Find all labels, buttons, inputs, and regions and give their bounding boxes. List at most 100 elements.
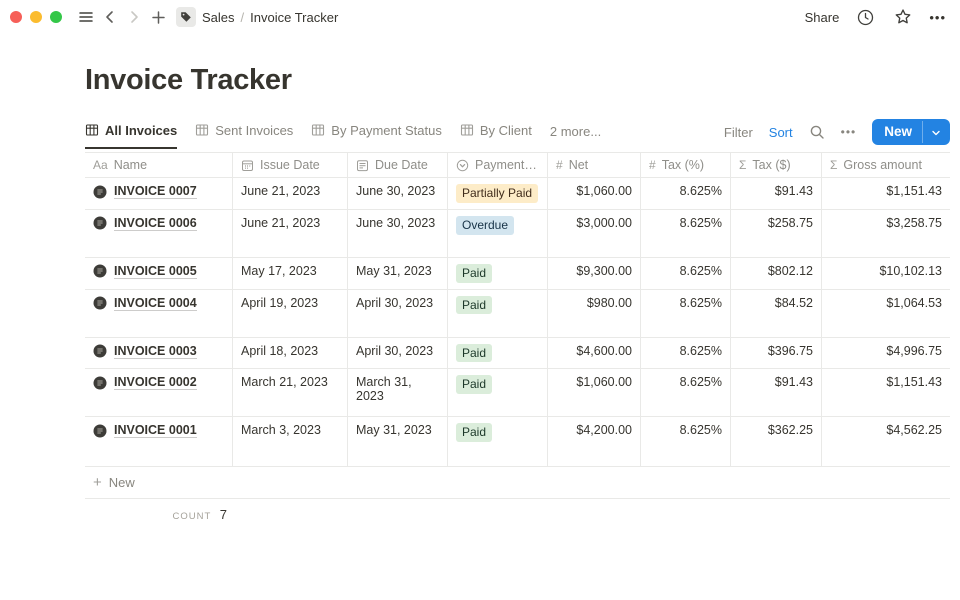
status-badge[interactable]: Paid	[456, 295, 493, 315]
page-title[interactable]: Invoice Tracker	[85, 64, 292, 96]
share-button[interactable]: Share	[804, 9, 840, 25]
tax-usd-cell[interactable]: $258.75	[731, 209, 822, 257]
tax-pct-cell[interactable]: 8.625%	[641, 257, 731, 289]
minimize-window-button[interactable]	[30, 11, 42, 23]
close-window-button[interactable]	[10, 11, 22, 23]
column-header-net[interactable]: # Net	[548, 153, 641, 177]
gross-amount-cell[interactable]: $1,151.43	[886, 184, 942, 198]
status-badge[interactable]: Paid	[456, 375, 493, 395]
invoice-name-cell[interactable]: INVOICE 0002	[85, 369, 233, 417]
sort-button[interactable]: Sort	[768, 124, 793, 140]
tax-usd-cell[interactable]: $802.12	[731, 257, 822, 289]
tax-pct-cell[interactable]: 8.625%	[641, 209, 731, 257]
due-date-cell[interactable]: May 31, 2023	[348, 257, 448, 289]
tab-sent-invoices[interactable]: Sent Invoices	[195, 123, 293, 149]
gross-amount-cell[interactable]: $4,562.25	[886, 423, 942, 438]
invoice-name-cell[interactable]: INVOICE 0007	[85, 178, 233, 209]
tax-usd-cell[interactable]: $84.52	[731, 289, 822, 337]
gross-amount-cell[interactable]: $4,996.75	[886, 343, 942, 358]
due-date-cell[interactable]: May 31, 2023	[348, 417, 448, 467]
breadcrumb-workspace[interactable]: Sales	[202, 9, 235, 25]
filter-button[interactable]: Filter	[723, 124, 753, 140]
issue-date-cell[interactable]: April 19, 2023	[233, 289, 348, 337]
table-row: INVOICE 0001 March 3, 2023 May 31, 2023 …	[85, 417, 950, 468]
new-button[interactable]: New	[872, 119, 950, 145]
tax-usd-cell[interactable]: $91.43	[731, 369, 822, 417]
net-cell[interactable]: $980.00	[548, 289, 641, 337]
payment-status-cell[interactable]: Paid	[448, 369, 548, 417]
invoice-name-cell[interactable]: INVOICE 0005	[85, 257, 233, 289]
net-cell[interactable]: $3,000.00	[548, 209, 641, 257]
clock-icon[interactable]	[853, 5, 877, 29]
add-row-button[interactable]: + New	[85, 467, 950, 500]
tab-all-invoices[interactable]: All Invoices	[85, 123, 178, 149]
more-tabs-button[interactable]: 2 more...	[549, 123, 602, 139]
payment-status-cell[interactable]: Overdue	[448, 209, 548, 257]
gross-amount-cell[interactable]: $1,151.43	[886, 375, 942, 390]
column-header-payment-status[interactable]: Payment Status	[448, 153, 548, 177]
column-header-tax-usd[interactable]: Σ Tax ($)	[731, 153, 822, 177]
view-options-icon[interactable]: •••	[840, 125, 857, 139]
column-header-issue-date[interactable]: Issue Date	[233, 153, 348, 177]
invoice-name-cell[interactable]: INVOICE 0004	[85, 289, 233, 337]
tax-pct-cell[interactable]: 8.625%	[641, 369, 731, 417]
zoom-window-button[interactable]	[50, 11, 62, 23]
column-header-tax-pct[interactable]: # Tax (%)	[641, 153, 731, 177]
due-date-cell[interactable]: June 30, 2023	[348, 178, 448, 209]
invoice-name-cell[interactable]: INVOICE 0003	[85, 337, 233, 369]
tax-pct-cell[interactable]: 8.625%	[641, 337, 731, 369]
net-cell[interactable]: $1,060.00	[548, 369, 641, 417]
invoice-name-cell[interactable]: INVOICE 0001	[85, 417, 233, 467]
due-date-cell[interactable]: April 30, 2023	[348, 289, 448, 337]
issue-date-cell[interactable]: March 21, 2023	[233, 369, 348, 417]
back-icon[interactable]	[98, 5, 122, 29]
status-badge[interactable]: Paid	[456, 343, 493, 363]
column-header-gross-amount[interactable]: Σ Gross amount	[830, 158, 922, 172]
chevron-down-icon[interactable]	[922, 121, 950, 143]
net-cell[interactable]: $4,200.00	[548, 417, 641, 467]
status-badge[interactable]: Partially Paid	[456, 184, 539, 203]
issue-date-cell[interactable]: May 17, 2023	[233, 257, 348, 289]
tab-by-payment-status[interactable]: By Payment Status	[311, 123, 442, 149]
count-aggregate[interactable]: count 7	[85, 506, 233, 524]
more-options-icon[interactable]: •••	[929, 9, 946, 25]
payment-status-cell[interactable]: Paid	[448, 337, 548, 369]
payment-status-cell[interactable]: Partially Paid	[448, 178, 548, 209]
tax-pct-cell[interactable]: 8.625%	[641, 417, 731, 467]
tax-pct-cell[interactable]: 8.625%	[641, 289, 731, 337]
net-cell[interactable]: $1,060.00	[548, 178, 641, 209]
gross-amount-cell[interactable]: $1,064.53	[886, 295, 942, 310]
hamburger-icon[interactable]	[74, 5, 98, 29]
issue-date-cell[interactable]: June 21, 2023	[233, 209, 348, 257]
tax-usd-cell[interactable]: $362.25	[731, 417, 822, 467]
payment-status-cell[interactable]: Paid	[448, 417, 548, 467]
gross-amount-cell[interactable]: $3,258.75	[886, 215, 942, 230]
forward-icon[interactable]	[122, 5, 146, 29]
tax-usd-cell[interactable]: $91.43	[731, 178, 822, 209]
due-date-cell[interactable]: March 31, 2023	[348, 369, 448, 417]
breadcrumb-page[interactable]: Invoice Tracker	[250, 9, 339, 25]
issue-date-cell[interactable]: March 3, 2023	[233, 417, 348, 467]
due-date-cell[interactable]: April 30, 2023	[348, 337, 448, 369]
status-badge[interactable]: Overdue	[456, 215, 515, 235]
tab-by-client[interactable]: By Client	[460, 123, 532, 149]
gross-amount-cell[interactable]: $10,102.13	[879, 263, 942, 278]
net-cell[interactable]: $4,600.00	[548, 337, 641, 369]
table-row: INVOICE 0007 June 21, 2023 June 30, 2023…	[85, 178, 950, 210]
issue-date-cell[interactable]: April 18, 2023	[233, 337, 348, 369]
status-badge[interactable]: Paid	[456, 263, 493, 283]
net-cell[interactable]: $9,300.00	[548, 257, 641, 289]
payment-status-cell[interactable]: Paid	[448, 289, 548, 337]
tax-usd-cell[interactable]: $396.75	[731, 337, 822, 369]
new-page-icon[interactable]	[146, 5, 170, 29]
star-icon[interactable]	[891, 5, 915, 29]
issue-date-cell[interactable]: June 21, 2023	[233, 178, 348, 209]
due-date-cell[interactable]: June 30, 2023	[348, 209, 448, 257]
invoice-name-cell[interactable]: INVOICE 0006	[85, 209, 233, 257]
status-badge[interactable]: Paid	[456, 423, 493, 443]
payment-status-cell[interactable]: Paid	[448, 257, 548, 289]
search-icon[interactable]	[809, 123, 825, 141]
column-header-due-date[interactable]: Due Date	[348, 153, 448, 177]
tax-pct-cell[interactable]: 8.625%	[641, 178, 731, 209]
column-header-name[interactable]: Aa Name	[85, 153, 233, 177]
